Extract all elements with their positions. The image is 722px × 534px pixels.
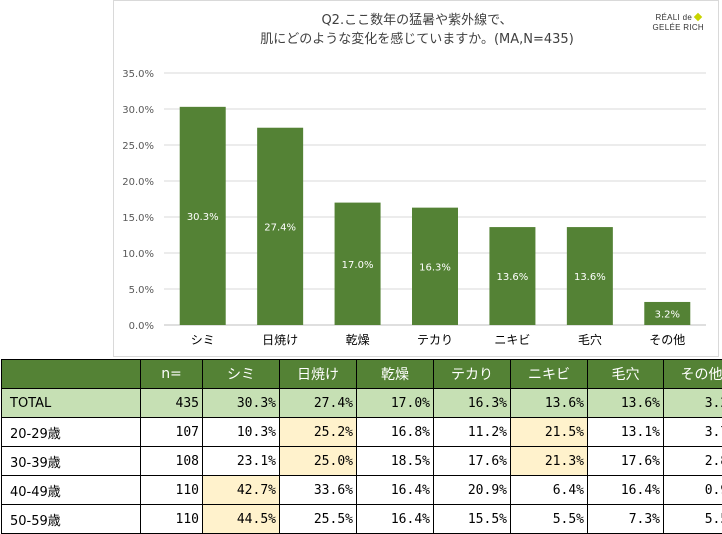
y-tick-label: 20.0% (122, 177, 154, 188)
x-tick-label: シミ (191, 333, 215, 347)
table-cell: 13.6% (511, 389, 588, 418)
table-cell: 44.5% (203, 505, 280, 534)
table-cell: 10.3% (203, 418, 280, 447)
x-tick-label: 毛穴 (578, 332, 602, 347)
table-cell: 23.1% (203, 447, 280, 476)
table-cell: 6.4% (511, 476, 588, 505)
y-tick-label: 0.0% (129, 321, 154, 332)
data-label: 30.3% (187, 212, 219, 223)
row-label: 50-59歳 (2, 505, 141, 534)
table-cell: 16.8% (357, 418, 434, 447)
sample-size-cell: 110 (141, 505, 203, 534)
table-cell: 25.2% (280, 418, 357, 447)
data-label: 17.0% (342, 260, 374, 271)
table-cell: 27.4% (280, 389, 357, 418)
table-header-row: n=シミ日焼け乾燥テカりニキビ毛穴その他 (2, 360, 722, 389)
bar-chart: 35.0% 30.0% 25.0% 20.0% 15.0% 10.0% 5.0% 0.0% 30… (114, 1, 720, 358)
header-corner-cell (2, 360, 141, 389)
x-tick-label: ニキビ (494, 333, 530, 347)
table-cell: 16.4% (588, 476, 664, 505)
sample-size-cell: 107 (141, 418, 203, 447)
data-label: 27.4% (264, 222, 296, 233)
sample-size-cell: 435 (141, 389, 203, 418)
table-cell: 11.2% (434, 418, 511, 447)
table-row: 50-59歳11044.5%25.5%16.4%15.5%5.5%7.3%5.5… (2, 505, 722, 534)
y-tick-label: 30.0% (122, 105, 154, 116)
row-label: TOTAL (2, 389, 141, 418)
column-header: 乾燥 (357, 360, 434, 389)
column-header: ニキビ (511, 360, 588, 389)
column-header: n= (141, 360, 203, 389)
table-cell: 13.6% (588, 389, 664, 418)
table-cell: 20.9% (434, 476, 511, 505)
sample-size-cell: 110 (141, 476, 203, 505)
row-label: 30-39歳 (2, 447, 141, 476)
y-tick-label: 10.0% (122, 249, 154, 260)
column-header: その他 (664, 360, 722, 389)
x-tick-label: 乾燥 (346, 333, 370, 347)
y-tick-label: 25.0% (122, 141, 154, 152)
table-cell: 3.2% (664, 389, 722, 418)
row-label: 40-49歳 (2, 476, 141, 505)
table-cell: 17.6% (434, 447, 511, 476)
data-label: 3.2% (655, 309, 680, 320)
x-tick-label: 日焼け (262, 333, 298, 347)
table-cell: 42.7% (203, 476, 280, 505)
data-label: 13.6% (497, 272, 529, 283)
table-cell: 21.5% (511, 418, 588, 447)
table-cell: 7.3% (588, 505, 664, 534)
column-header: テカり (434, 360, 511, 389)
table-cell: 5.5% (664, 505, 722, 534)
table-cell: 5.5% (511, 505, 588, 534)
row-label: 20-29歳 (2, 418, 141, 447)
table-cell: 0.9% (664, 476, 722, 505)
table-cell: 2.8% (664, 447, 722, 476)
y-tick-label: 5.0% (129, 285, 154, 296)
x-tick-label: その他 (649, 333, 685, 347)
chart-panel: Q2.ここ数年の猛暑や紫外線で、 肌にどのような変化を感じていますか。(MA,N… (113, 0, 719, 357)
y-tick-label: 15.0% (122, 213, 154, 224)
table-cell: 25.0% (280, 447, 357, 476)
table-cell: 30.3% (203, 389, 280, 418)
table-cell: 16.4% (357, 476, 434, 505)
table-cell: 13.1% (588, 418, 664, 447)
column-header: 毛穴 (588, 360, 664, 389)
table-cell: 16.4% (357, 505, 434, 534)
data-label: 13.6% (574, 272, 606, 283)
table-cell: 25.5% (280, 505, 357, 534)
y-tick-label: 35.0% (122, 69, 154, 80)
sample-size-cell: 108 (141, 447, 203, 476)
column-header: シミ (203, 360, 280, 389)
table-cell: 17.6% (588, 447, 664, 476)
table-cell: 33.6% (280, 476, 357, 505)
table-cell: 17.0% (357, 389, 434, 418)
table-cell: 21.3% (511, 447, 588, 476)
table-cell: 16.3% (434, 389, 511, 418)
table-cell: 15.5% (434, 505, 511, 534)
table-cell: 18.5% (357, 447, 434, 476)
column-header: 日焼け (280, 360, 357, 389)
table-cell: 3.7% (664, 418, 722, 447)
x-tick-label: テカり (417, 333, 453, 347)
data-label: 16.3% (419, 262, 451, 273)
